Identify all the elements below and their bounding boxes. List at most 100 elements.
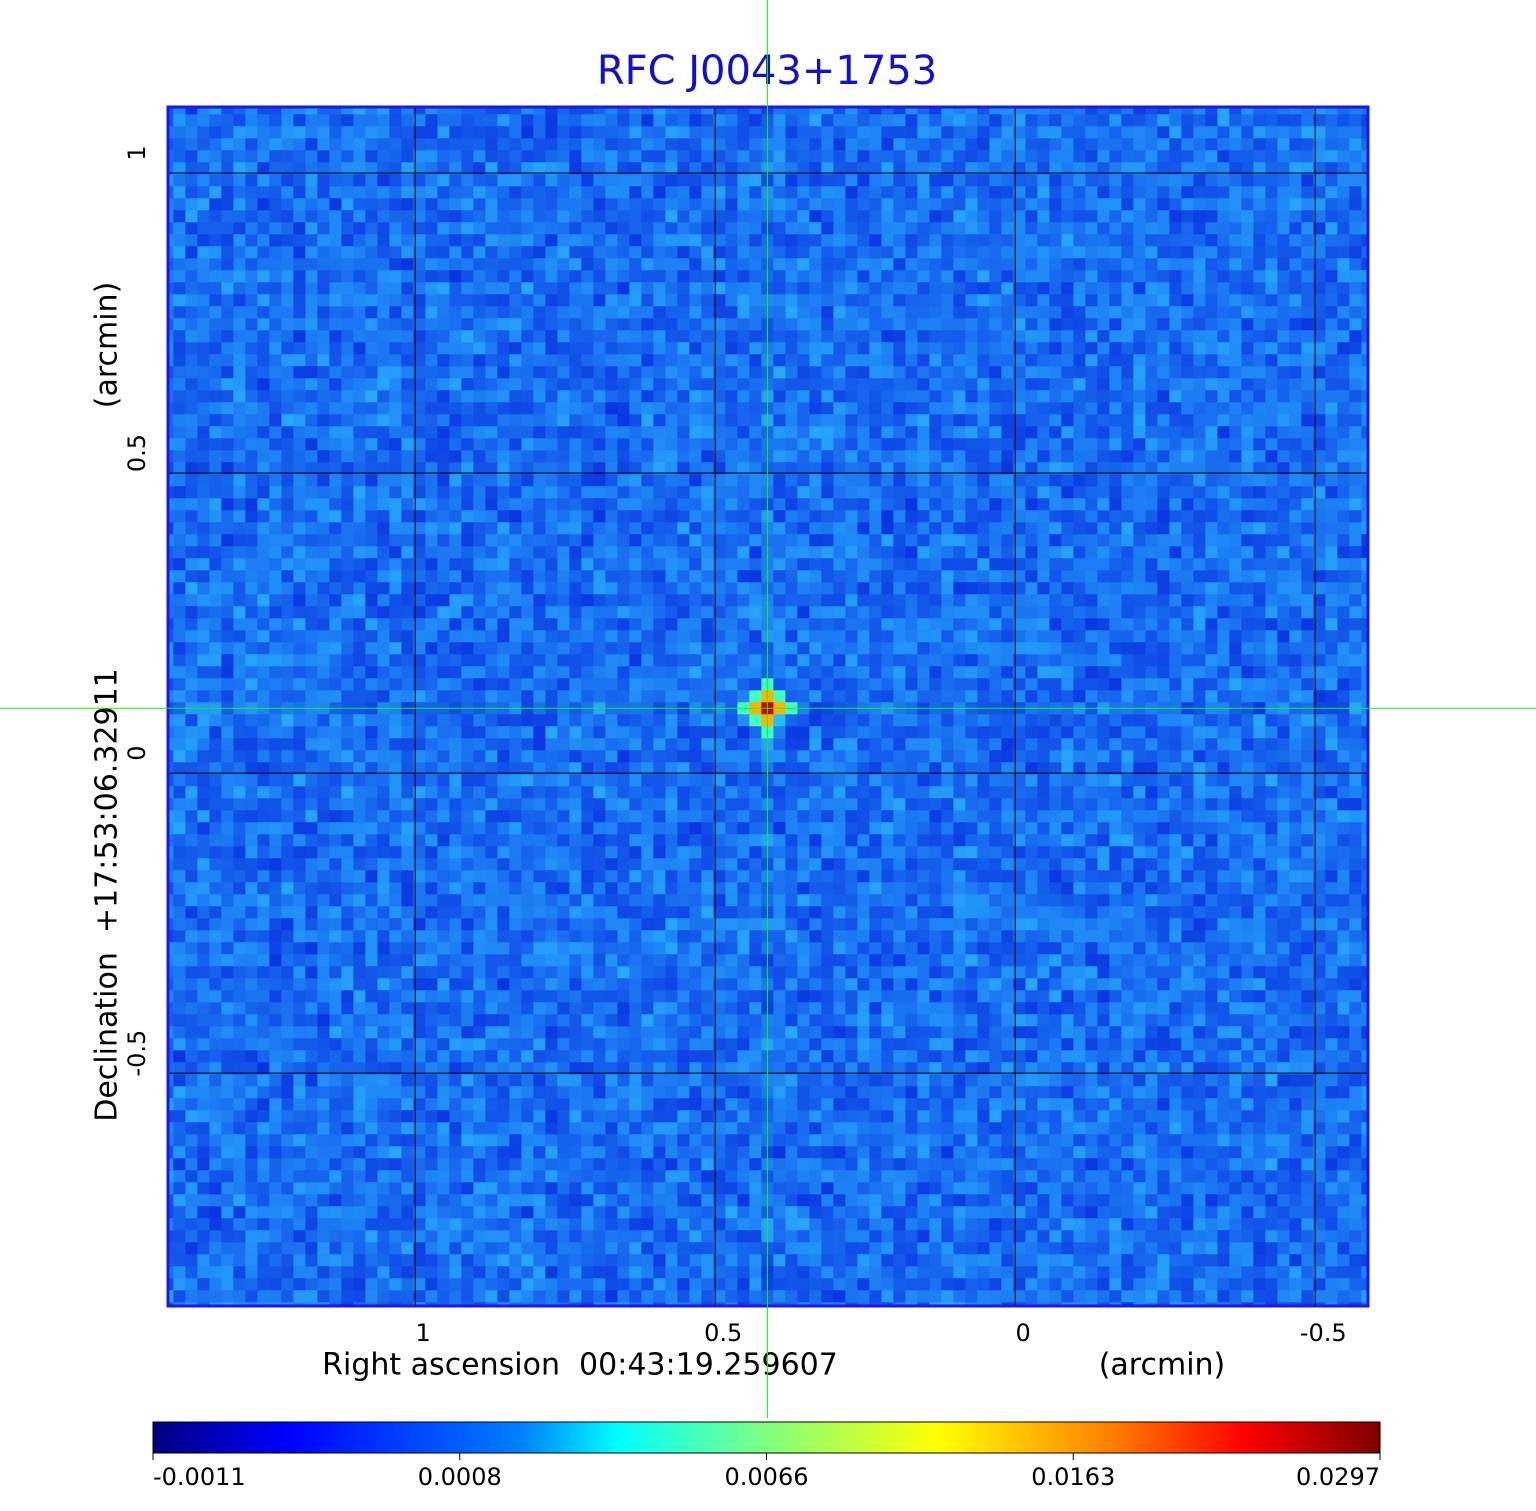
pixel xyxy=(581,654,594,667)
pixel xyxy=(329,582,342,595)
pixel xyxy=(209,546,222,559)
pixel xyxy=(701,486,714,499)
pixel xyxy=(1205,342,1218,355)
pixel xyxy=(857,630,870,643)
pixel xyxy=(653,498,666,511)
pixel xyxy=(197,558,210,571)
pixel xyxy=(545,534,558,547)
pixel xyxy=(221,582,234,595)
pixel xyxy=(257,594,270,607)
pixel xyxy=(329,138,342,151)
pixel xyxy=(173,330,186,343)
pixel xyxy=(1361,354,1368,367)
pixel xyxy=(1277,282,1290,295)
pixel xyxy=(305,378,318,391)
pixel xyxy=(1181,162,1194,175)
pixel xyxy=(425,690,438,703)
pixel xyxy=(293,534,306,547)
pixel xyxy=(389,150,402,163)
pixel xyxy=(1097,162,1110,175)
pixel xyxy=(1085,522,1098,535)
pixel xyxy=(977,450,990,463)
pixel xyxy=(425,107,438,115)
pixel xyxy=(425,258,438,271)
pixel xyxy=(1121,474,1134,487)
pixel xyxy=(1265,642,1278,655)
pixel xyxy=(1349,438,1362,451)
pixel xyxy=(929,450,942,463)
pixel xyxy=(989,522,1002,535)
pixel xyxy=(305,330,318,343)
pixel xyxy=(1061,114,1074,127)
pixel xyxy=(605,570,618,583)
pixel xyxy=(953,126,966,139)
pixel xyxy=(1169,162,1182,175)
pixel xyxy=(1109,630,1122,643)
pixel xyxy=(569,354,582,367)
pixel xyxy=(989,107,1002,115)
pixel xyxy=(449,378,462,391)
pixel xyxy=(941,594,954,607)
pixel xyxy=(1001,486,1014,499)
pixel xyxy=(173,438,186,451)
pixel xyxy=(1349,402,1362,415)
pixel xyxy=(1337,246,1350,259)
pixel xyxy=(581,318,594,331)
pixel xyxy=(245,522,258,535)
pixel xyxy=(509,198,522,211)
pixel xyxy=(893,558,906,571)
pixel xyxy=(1013,510,1026,523)
pixel xyxy=(785,282,798,295)
pixel xyxy=(833,414,846,427)
pixel xyxy=(365,666,378,679)
pixel xyxy=(173,510,186,523)
pixel xyxy=(497,186,510,199)
pixel xyxy=(953,582,966,595)
pixel xyxy=(281,474,294,487)
pixel xyxy=(1337,342,1350,355)
pixel xyxy=(545,450,558,463)
pixel xyxy=(1001,378,1014,391)
pixel xyxy=(1277,138,1290,151)
pixel xyxy=(773,330,786,343)
pixel xyxy=(341,162,354,175)
pixel xyxy=(1097,186,1110,199)
pixel xyxy=(437,126,450,139)
pixel xyxy=(1133,162,1146,175)
pixel xyxy=(1349,366,1362,379)
pixel xyxy=(377,558,390,571)
pixel xyxy=(605,414,618,427)
pixel xyxy=(689,198,702,211)
pixel xyxy=(353,234,366,247)
pixel xyxy=(545,630,558,643)
pixel xyxy=(845,378,858,391)
pixel xyxy=(329,570,342,583)
pixel xyxy=(809,438,822,451)
pixel xyxy=(941,114,954,127)
pixel xyxy=(1097,426,1110,439)
pixel xyxy=(1169,150,1182,163)
pixel xyxy=(917,546,930,559)
pixel xyxy=(329,630,342,643)
pixel xyxy=(353,438,366,451)
pixel xyxy=(713,534,726,547)
pixel xyxy=(413,534,426,547)
pixel xyxy=(1277,510,1290,523)
pixel xyxy=(1049,270,1062,283)
pixel xyxy=(1301,186,1314,199)
pixel xyxy=(989,150,1002,163)
pixel xyxy=(701,366,714,379)
pixel xyxy=(533,678,546,691)
pixel xyxy=(437,354,450,367)
pixel xyxy=(1157,582,1170,595)
pixel xyxy=(209,630,222,643)
pixel xyxy=(521,570,534,583)
pixel xyxy=(449,186,462,199)
pixel xyxy=(1253,606,1266,619)
pixel xyxy=(1145,462,1158,475)
pixel xyxy=(785,210,798,223)
pixel xyxy=(929,294,942,307)
pixel xyxy=(677,174,690,187)
pixel xyxy=(533,534,546,547)
pixel xyxy=(677,342,690,355)
